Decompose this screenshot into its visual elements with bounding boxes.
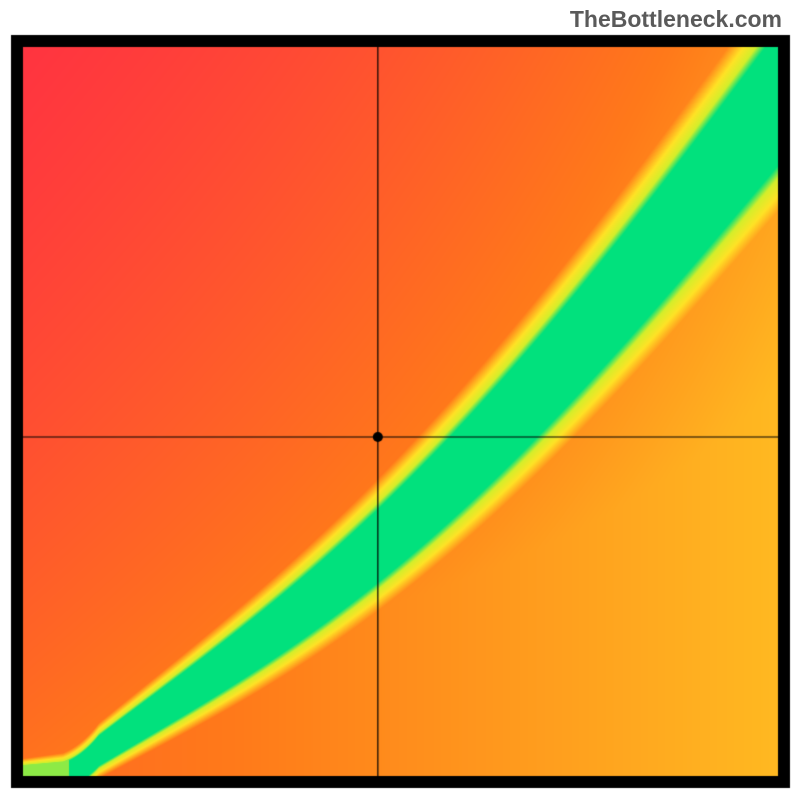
attribution-text: TheBottleneck.com bbox=[570, 6, 782, 33]
chart-container: TheBottleneck.com bbox=[0, 0, 800, 800]
heatmap-canvas bbox=[0, 0, 800, 800]
